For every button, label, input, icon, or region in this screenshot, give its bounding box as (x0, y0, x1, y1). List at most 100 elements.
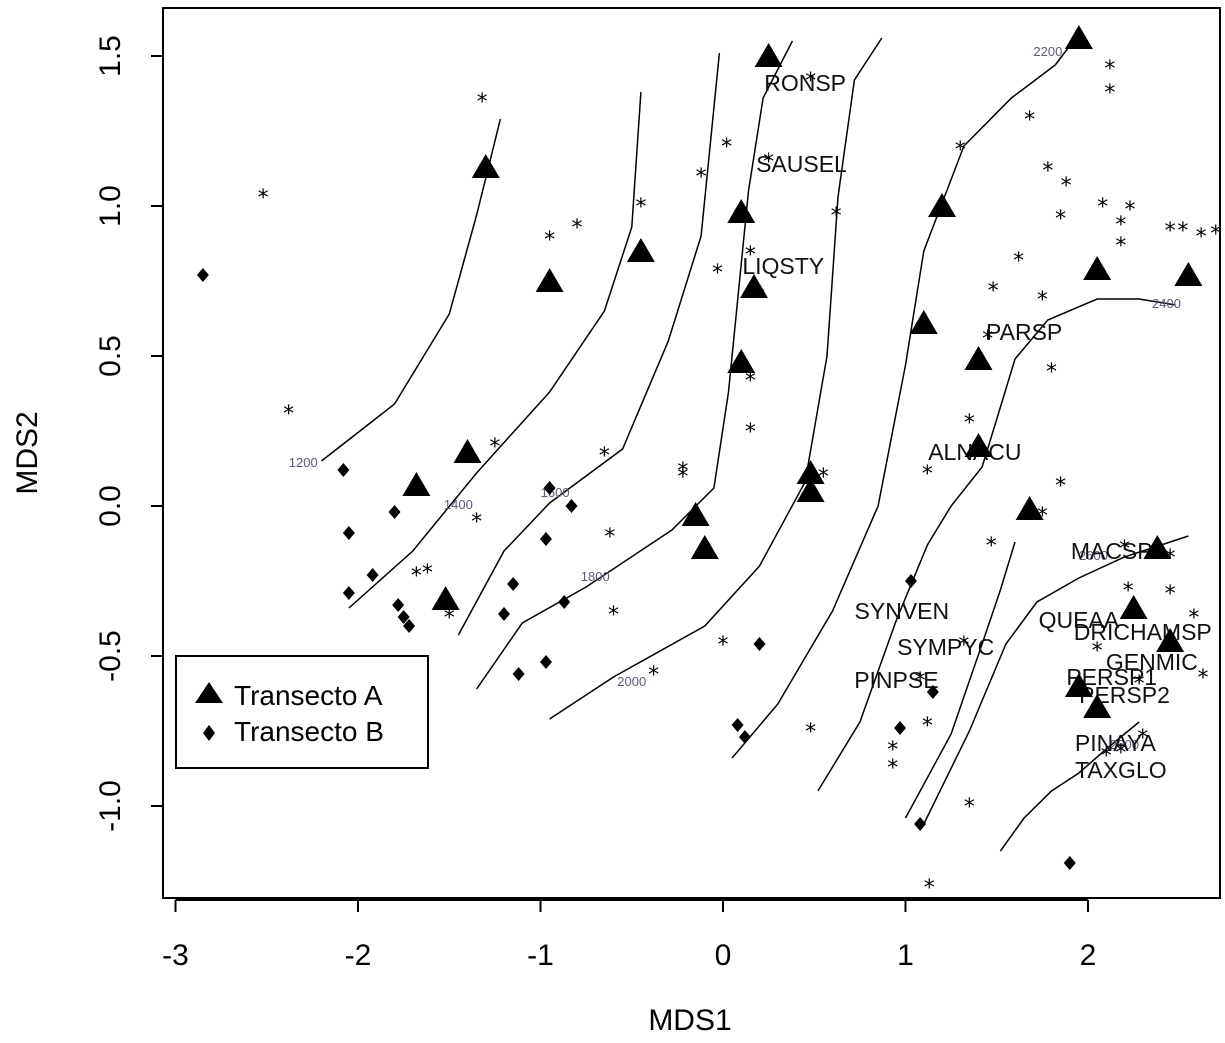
species-point: * (1114, 234, 1127, 259)
transecto-b-point (753, 637, 766, 651)
transecto-a-point (1156, 628, 1185, 652)
transecto-a-point (796, 478, 825, 502)
species-point: * (256, 186, 269, 211)
transecto-a-point (431, 586, 460, 610)
transecto-a-point (1064, 673, 1093, 697)
transecto-a-point (727, 199, 756, 223)
x-tick-label: 2 (1080, 939, 1097, 972)
transecto-a-point (402, 472, 431, 496)
species-label: PARSP (986, 319, 1062, 345)
transecto-a-point (1064, 25, 1093, 49)
species-point: * (1036, 504, 1049, 529)
species-point: * (744, 420, 757, 445)
transecto-b-point (397, 610, 410, 624)
species-point: * (804, 720, 817, 745)
contour-line (549, 37, 883, 720)
species-label: TAXGLO (1075, 757, 1167, 783)
transecto-a-point (909, 310, 938, 334)
species-point: * (913, 669, 926, 694)
species-point: * (1132, 672, 1145, 697)
transecto-b-point (731, 718, 744, 732)
legend-label-transecto-a: Transecto A (234, 680, 383, 711)
species-point: * (957, 633, 970, 658)
contour-line (321, 118, 502, 462)
legend-box (175, 655, 429, 769)
contour-line (923, 535, 1189, 825)
transecto-a-point (1015, 496, 1044, 520)
transecto-b-point (403, 619, 416, 633)
species-point: * (598, 444, 611, 469)
species-labels: RONSPSAUSELLIQSTYPARSPALNACUMACSPSYNVENS… (742, 70, 1211, 783)
transecto-b-point (539, 532, 552, 546)
species-point: * (475, 90, 488, 115)
species-point: * (1100, 744, 1113, 769)
transecto-a-point (453, 439, 482, 463)
species-point: * (470, 510, 483, 535)
transecto-a-point (1119, 595, 1148, 619)
species-point: * (716, 633, 729, 658)
transecto-b-point (337, 463, 350, 477)
species-point: * (607, 603, 620, 628)
species-label: PINPSE (854, 667, 938, 693)
species-point: * (744, 243, 757, 268)
contour-label: 2600 (1110, 737, 1139, 752)
species-point: * (1103, 57, 1116, 82)
transecto-a-point (964, 433, 993, 457)
x-tick-label: 0 (715, 939, 732, 972)
y-tick-label: 0.0 (94, 485, 127, 527)
legend-triangle-marker (195, 682, 223, 703)
species-point: * (1036, 288, 1049, 313)
species-point: * (543, 228, 556, 253)
species-point: * (923, 876, 936, 901)
transecto-a-point (1083, 694, 1112, 718)
transecto-b-point (565, 499, 578, 513)
species-point: * (830, 204, 843, 229)
species-point: * (817, 465, 830, 490)
transecto-a-point (1143, 535, 1172, 559)
transecto-a-point (1083, 256, 1112, 280)
transecto-b-point (926, 685, 939, 699)
legend-diamond-marker (203, 725, 215, 741)
contour-line (475, 40, 794, 690)
data-points: * * * * * * * * * * * * * * * * * * * * * * * * * * * * * * * * * * * * * * * *… (196, 25, 1222, 901)
species-point: * (1045, 360, 1058, 385)
y-tick-label: -1.0 (94, 780, 127, 832)
species-point: * (282, 402, 295, 427)
species-point: * (1096, 195, 1109, 220)
transecto-b-point (904, 574, 917, 588)
transecto-a-point (681, 502, 710, 526)
transecto-a-point (471, 154, 500, 178)
species-point: * (1136, 726, 1149, 751)
species-point: * (1059, 174, 1072, 199)
species-point: * (647, 663, 660, 688)
species-point: * (421, 561, 434, 586)
transecto-b-point (558, 595, 571, 609)
transecto-b-point (1063, 856, 1076, 870)
contour-label: 2600 (1079, 548, 1108, 563)
species-point: * (1209, 222, 1222, 247)
species-label: RONSP (764, 70, 846, 96)
contour-line (904, 541, 1016, 819)
transecto-b-point (392, 598, 405, 612)
y-tick-label: -0.5 (94, 630, 127, 682)
contour-label: 2200 (1033, 44, 1062, 59)
elevation-contours (321, 37, 1189, 852)
species-point: * (720, 135, 733, 160)
species-point: * (1041, 159, 1054, 184)
y-tick-label: 0.5 (94, 335, 127, 377)
species-point: * (954, 138, 967, 163)
transecto-a-point (740, 274, 769, 298)
species-point: * (986, 279, 999, 304)
species-point: * (1054, 474, 1067, 499)
transecto-a-point (964, 346, 993, 370)
species-point: * (921, 714, 934, 739)
species-point: * (694, 165, 707, 190)
transecto-a-point (754, 43, 783, 67)
transecto-a-point (626, 238, 655, 262)
species-point: * (753, 285, 766, 310)
contour-line (996, 298, 1176, 420)
contour-line (999, 721, 1140, 852)
species-point: * (410, 564, 423, 589)
y-tick-label: 1.0 (94, 185, 127, 227)
transecto-a-point (690, 535, 719, 559)
